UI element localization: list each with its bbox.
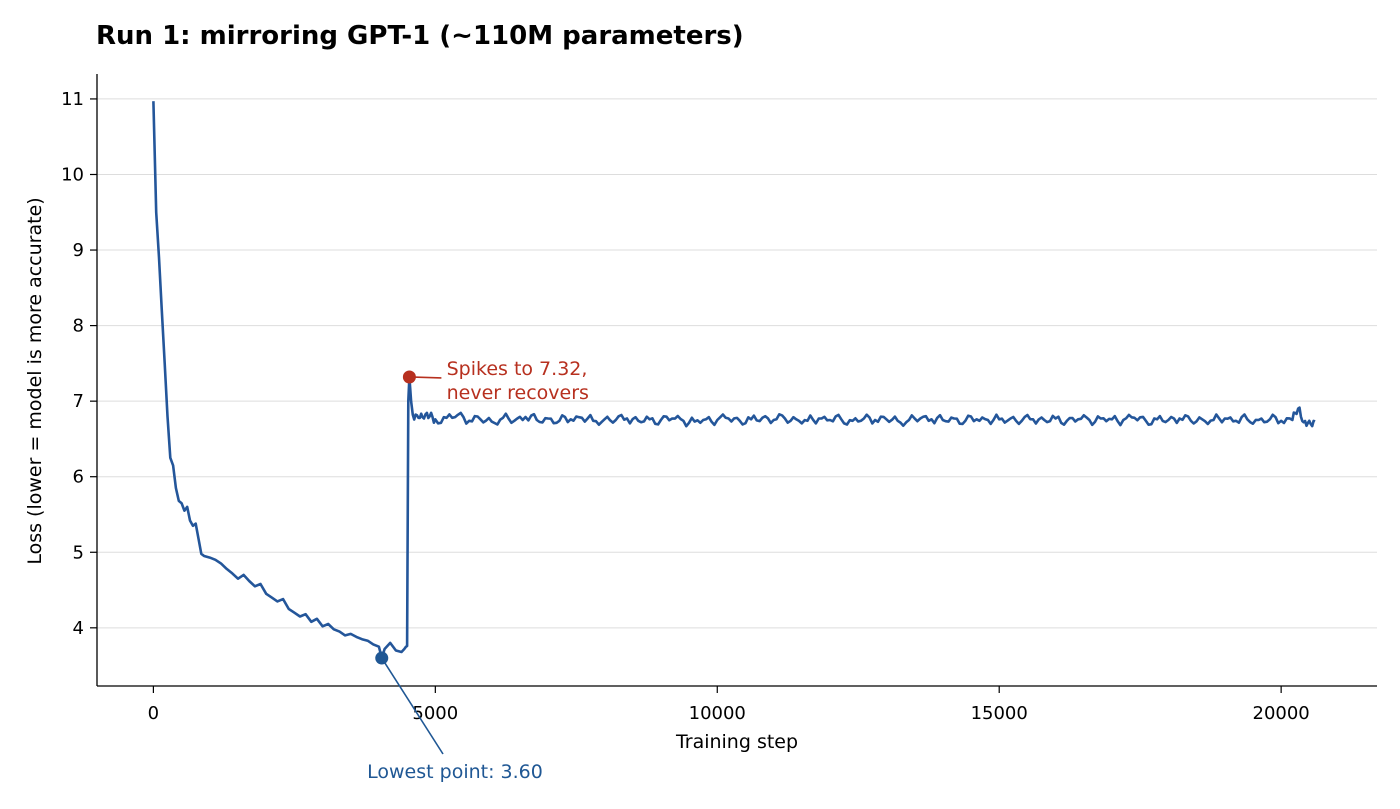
chart-title: Run 1: mirroring GPT-1 (~110M parameters… (96, 21, 744, 51)
x-tick-label: 20000 (1253, 703, 1310, 724)
x-tick-label: 0 (148, 703, 159, 724)
y-axis-label: Loss (lower = model is more accurate) (24, 197, 46, 564)
low-annotation-text: Lowest point: 3.60 (367, 761, 543, 783)
grid (97, 98, 1377, 629)
low-marker (375, 651, 389, 665)
y-tick-label: 5 (73, 542, 84, 563)
y-tick-label: 10 (61, 164, 84, 185)
x-axis-label: Training step (675, 731, 798, 753)
y-tick-label: 9 (73, 240, 84, 261)
axes (96, 74, 1377, 687)
y-tick-label: 4 (73, 618, 84, 639)
spike-annotation-text: Spikes to 7.32, (447, 358, 588, 380)
x-tick-label: 5000 (412, 703, 458, 724)
loss-series-line (152, 101, 1316, 660)
y-tick-label: 8 (73, 316, 84, 337)
y-ticks: 4 5 6 7 8 9 10 11 (61, 89, 97, 639)
x-tick-label: 10000 (689, 703, 746, 724)
x-tick-label: 15000 (971, 703, 1028, 724)
annotations: Spikes to 7.32,never recovers Lowest poin… (367, 358, 589, 783)
x-ticks: 0 5000 10000 15000 20000 (148, 686, 1310, 724)
spike-marker (402, 370, 416, 384)
low-annotation-leader (381, 657, 444, 755)
spike-annotation-text: never recovers (447, 382, 589, 404)
y-tick-label: 7 (73, 391, 84, 412)
y-tick-label: 11 (61, 89, 84, 110)
y-tick-label: 6 (73, 467, 84, 488)
